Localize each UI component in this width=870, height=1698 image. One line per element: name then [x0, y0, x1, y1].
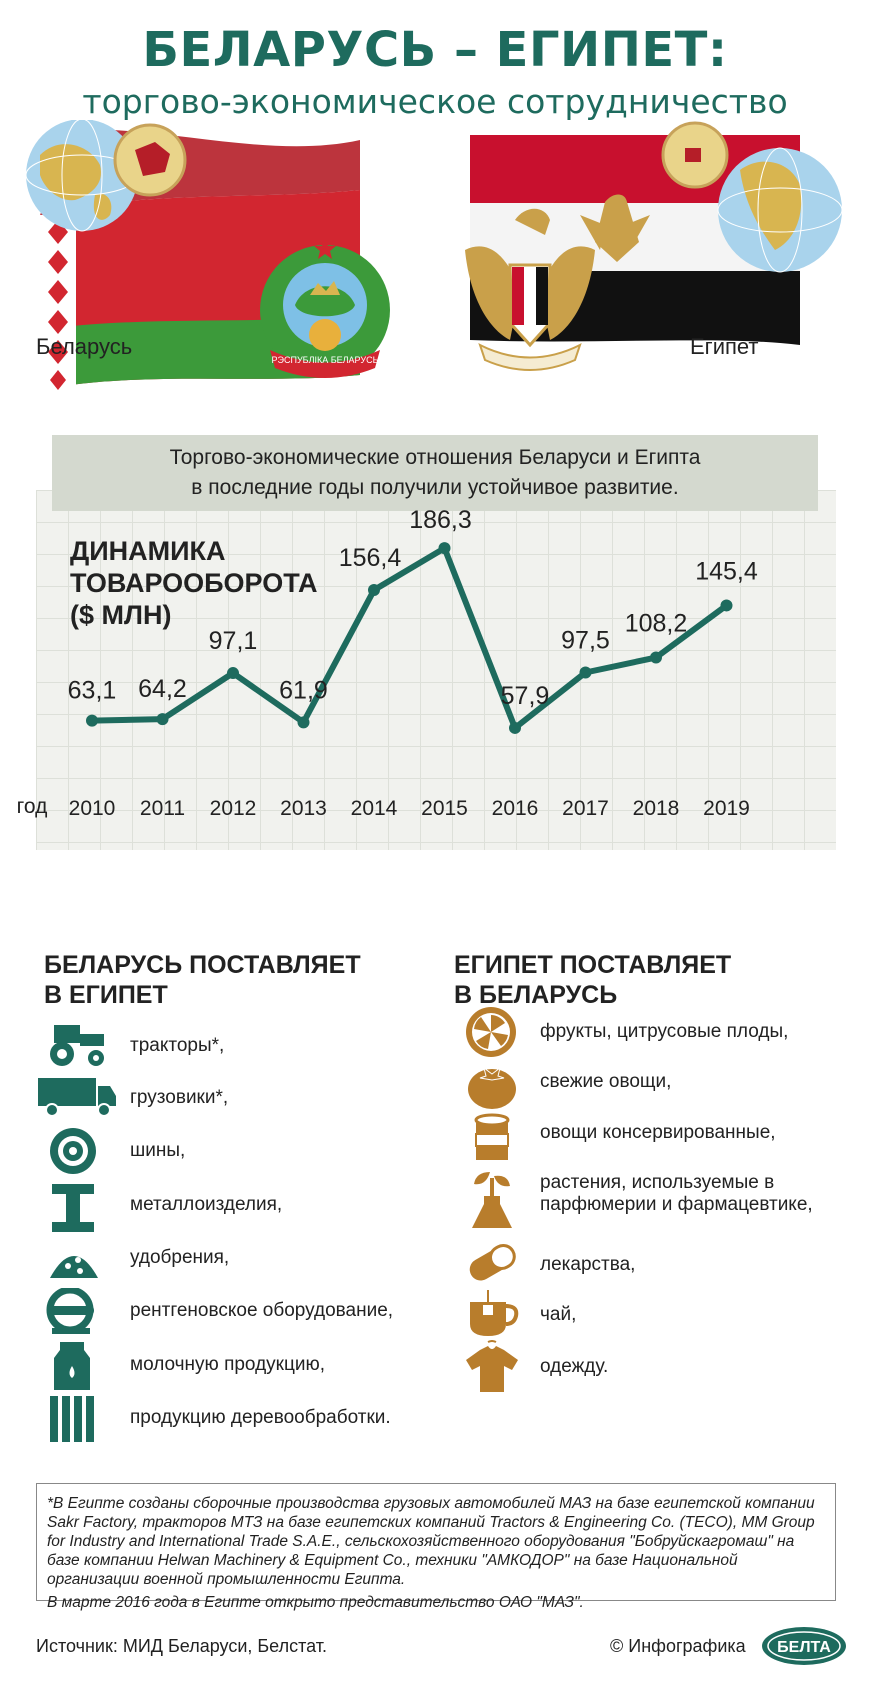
truck-icon — [38, 1078, 116, 1117]
x-axis-label: год — [17, 795, 48, 818]
chart-title: ДИНАМИКА ТОВАРООБОРОТА ($ МЛН) — [70, 535, 370, 631]
tea-icon — [470, 1290, 519, 1336]
credit-text: © Инфографика — [610, 1636, 746, 1656]
can-icon — [474, 1113, 510, 1160]
footnote-box: *В Египте созданы сборочные производства… — [36, 1483, 836, 1611]
data-point-2018 — [650, 651, 662, 664]
import-item-7: одежду. — [540, 1356, 609, 1377]
x-tick-2010: 2010 — [69, 797, 116, 820]
x-tick-2011: 2011 — [140, 797, 185, 820]
fertilizer-icon — [50, 1249, 98, 1278]
page-title: БЕЛАРУСЬ – ЕГИПЕТ: — [142, 22, 728, 78]
globe-icon — [25, 120, 139, 232]
intro-line-2: в последние годы получили устойчивое раз… — [191, 476, 679, 499]
data-point-2011 — [156, 713, 169, 726]
imports-heading-line-1: ЕГИПЕТ ПОСТАВЛЯЕТ — [454, 951, 732, 979]
imports-heading-line-2: В БЕЛАРУСЬ — [454, 981, 618, 1009]
milk-icon — [54, 1342, 90, 1390]
import-item-4: растения, используемые в парфюмерии и фа… — [540, 1172, 813, 1215]
data-point-2017 — [579, 666, 592, 679]
steel-beam-icon — [52, 1184, 94, 1232]
chart-title-line-2: ТОВАРООБОРОТА — [70, 568, 318, 598]
chart-title-line-3: ($ МЛН) — [70, 600, 172, 630]
x-tick-2015: 2015 — [421, 797, 468, 820]
data-label-2011: 64,2 — [138, 675, 187, 703]
exports-heading: БЕЛАРУСЬ ПОСТАВЛЯЕТ В ЕГИПЕТ — [44, 950, 404, 1010]
data-point-2010 — [86, 714, 98, 727]
export-item-2: грузовики*, — [130, 1087, 229, 1108]
x-tick-2019: 2019 — [703, 797, 750, 820]
export-item-7: молочную продукцию, — [130, 1354, 326, 1375]
data-label-2012: 97,1 — [209, 627, 258, 655]
export-item-4: металлоизделия, — [130, 1194, 283, 1215]
import-item-5: лекарства, — [540, 1254, 636, 1275]
wood-icon — [50, 1396, 94, 1442]
x-tick-2018: 2018 — [633, 797, 680, 820]
x-tick-2016: 2016 — [492, 797, 539, 820]
data-label-2013: 61,9 — [279, 676, 328, 704]
country-label-egypt: Египет — [690, 334, 759, 359]
data-point-2019 — [720, 599, 733, 612]
imports-heading: ЕГИПЕТ ПОСТАВЛЯЕТ В БЕЛАРУСЬ — [454, 950, 834, 1010]
x-tick-2012: 2012 — [210, 797, 257, 820]
export-item-6: рентгеновское оборудование, — [130, 1300, 394, 1321]
footnote-paragraph-1: *В Египте созданы сборочные производства… — [47, 1495, 815, 1588]
export-item-8: продукцию деревообработки. — [130, 1407, 391, 1428]
country-label-belarus: Беларусь — [36, 334, 133, 359]
data-label-2016: 57,9 — [501, 682, 550, 710]
page-subtitle: торгово-экономическое сотрудничество — [82, 82, 788, 121]
import-item-3: овощи консервированные, — [540, 1122, 776, 1143]
x-tick-2017: 2017 — [562, 797, 609, 820]
series-line — [91, 545, 729, 731]
footnote-paragraph-2: В марте 2016 года в Египте открыто предс… — [47, 1594, 584, 1611]
flag-eagle-icon — [580, 194, 650, 262]
data-label-2014: 156,4 — [339, 544, 402, 572]
import-item-2: свежие овощи, — [540, 1071, 672, 1092]
data-label-2015: 186,3 — [409, 506, 472, 534]
exports-heading-line-1: БЕЛАРУСЬ ПОСТАВЛЯЕТ — [44, 951, 361, 979]
xray-icon — [46, 1288, 94, 1334]
data-label-2018: 108,2 — [625, 610, 688, 638]
data-point-2015 — [438, 542, 451, 555]
data-point-2012 — [227, 667, 239, 680]
globe-icon — [717, 147, 843, 273]
source-text: Источник: МИД Беларуси, Белстат. — [36, 1636, 328, 1656]
magnifier-icon — [661, 121, 729, 189]
intro-line-1: Торгово-экономические отношения Беларуси… — [169, 446, 701, 469]
belta-logo-text: БЕЛТА — [777, 1639, 831, 1656]
belarus-flag-illustration: РЭСПУБЛІКА БЕЛАРУСЬ — [25, 120, 390, 390]
citrus-icon — [466, 1007, 516, 1057]
export-item-3: шины, — [130, 1140, 186, 1161]
x-tick-2013: 2013 — [280, 797, 327, 820]
export-item-1: тракторы*, — [130, 1035, 225, 1056]
egypt-emblem — [465, 208, 595, 371]
emblem-ribbon-text: РЭСПУБЛІКА БЕЛАРУСЬ — [272, 355, 379, 365]
import-item-1: фрукты, цитрусовые плоды, — [540, 1021, 789, 1042]
export-item-5: удобрения, — [130, 1247, 230, 1268]
data-label-2019: 145,4 — [695, 557, 758, 585]
pill-icon — [469, 1244, 516, 1281]
egypt-flag-illustration — [465, 121, 843, 371]
tomato-icon — [468, 1066, 516, 1109]
import-item-6: чай, — [540, 1304, 577, 1325]
data-point-2014 — [368, 584, 380, 597]
data-label-2017: 97,5 — [561, 627, 610, 655]
x-tick-2014: 2014 — [351, 797, 398, 820]
shirt-icon — [466, 1340, 518, 1392]
data-point-2016 — [509, 721, 521, 734]
belarus-emblem: РЭСПУБЛІКА БЕЛАРУСЬ — [260, 238, 390, 378]
tire-icon — [50, 1128, 96, 1174]
exports-heading-line-2: В ЕГИПЕТ — [44, 981, 168, 1009]
magnifier-icon — [113, 123, 187, 197]
chart-title-line-1: ДИНАМИКА — [70, 536, 226, 566]
data-point-2013 — [297, 716, 310, 729]
plant-flask-icon — [472, 1172, 512, 1228]
data-label-2010: 63,1 — [68, 677, 117, 705]
belta-logo: БЕЛТА — [762, 1627, 846, 1665]
intro-banner: Торгово-экономические отношения Беларуси… — [52, 435, 818, 511]
tractor-icon — [50, 1025, 104, 1066]
